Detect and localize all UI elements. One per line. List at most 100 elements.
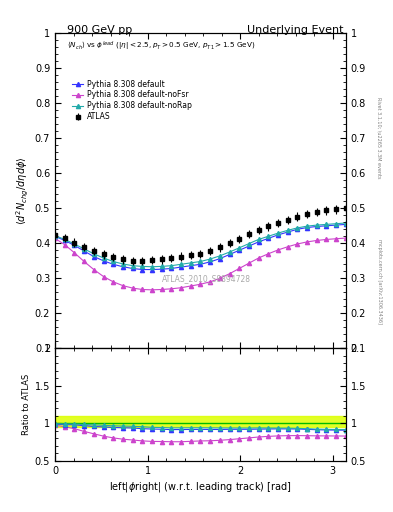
Text: ATLAS_2010_S8894728: ATLAS_2010_S8894728 [162,274,251,284]
Y-axis label: $\langle d^2 N_{chg}/d\eta d\phi \rangle$: $\langle d^2 N_{chg}/d\eta d\phi \rangle… [15,157,31,225]
Pythia 8.308 default-noFsr [256,255,261,261]
Pythia 8.308 default-noFsr [159,286,164,292]
Pythia 8.308 default [92,253,96,260]
Pythia 8.308 default [198,261,203,267]
Pythia 8.308 default-noFsr [62,242,67,248]
Pythia 8.308 default [227,251,232,258]
Pythia 8.308 default [266,236,271,242]
Pythia 8.308 default-noFsr [208,279,213,285]
Pythia 8.308 default-noRap [179,261,184,267]
Pythia 8.308 default [159,266,164,272]
Pythia 8.308 default [324,223,329,229]
Pythia 8.308 default-noRap [92,251,96,257]
Pythia 8.308 default-noFsr [227,271,232,277]
Text: mcplots.cern.ch [arXiv:1306.3436]: mcplots.cern.ch [arXiv:1306.3436] [377,239,382,324]
Pythia 8.308 default [179,264,184,270]
Pythia 8.308 default-noRap [159,263,164,269]
Pythia 8.308 default [275,232,280,238]
Pythia 8.308 default-noRap [62,237,67,243]
Pythia 8.308 default [111,261,116,267]
Legend: Pythia 8.308 default, Pythia 8.308 default-noFsr, Pythia 8.308 default-noRap, AT: Pythia 8.308 default, Pythia 8.308 defau… [70,78,193,123]
Pythia 8.308 default-noRap [121,261,125,267]
Pythia 8.308 default-noRap [188,260,193,266]
Pythia 8.308 default-noFsr [237,265,242,271]
Line: Pythia 8.308 default: Pythia 8.308 default [53,222,348,272]
Pythia 8.308 default [140,266,145,272]
Pythia 8.308 default [217,255,222,262]
Pythia 8.308 default [62,238,67,244]
Pythia 8.308 default-noFsr [295,241,300,247]
Pythia 8.308 default-noRap [285,227,290,233]
Pythia 8.308 default-noRap [237,245,242,251]
Pythia 8.308 default-noFsr [179,285,184,291]
Pythia 8.308 default-noRap [72,241,77,247]
Pythia 8.308 default [285,229,290,235]
Pythia 8.308 default [82,248,86,254]
Pythia 8.308 default [208,259,213,265]
Pythia 8.308 default-noRap [314,222,319,228]
Pythia 8.308 default-noRap [305,223,309,229]
Pythia 8.308 default-noFsr [334,236,338,242]
Pythia 8.308 default-noFsr [111,279,116,285]
Line: Pythia 8.308 default-noRap: Pythia 8.308 default-noRap [53,221,348,269]
Pythia 8.308 default-noFsr [130,285,135,291]
Pythia 8.308 default-noRap [334,221,338,227]
Pythia 8.308 default-noRap [82,246,86,252]
Pythia 8.308 default-noFsr [169,286,174,292]
Pythia 8.308 default-noRap [111,259,116,265]
Pythia 8.308 default-noRap [343,220,348,226]
Pythia 8.308 default-noFsr [275,247,280,253]
Pythia 8.308 default-noRap [130,263,135,269]
Pythia 8.308 default [295,226,300,232]
Pythia 8.308 default [256,239,261,245]
Pythia 8.308 default [246,243,251,249]
Pythia 8.308 default [130,265,135,271]
Pythia 8.308 default [343,221,348,227]
Pythia 8.308 default-noFsr [246,260,251,266]
Pythia 8.308 default-noRap [101,255,106,261]
Pythia 8.308 default-noFsr [324,237,329,243]
Text: 900 GeV pp: 900 GeV pp [67,25,132,35]
Pythia 8.308 default-noRap [198,259,203,265]
Pythia 8.308 default-noFsr [101,273,106,280]
Pythia 8.308 default-noFsr [343,235,348,241]
Pythia 8.308 default-noFsr [53,236,57,242]
Pythia 8.308 default-noFsr [92,266,96,272]
Y-axis label: Ratio to ATLAS: Ratio to ATLAS [22,374,31,435]
Pythia 8.308 default [305,224,309,230]
Pythia 8.308 default-noFsr [188,283,193,289]
Pythia 8.308 default-noFsr [82,259,86,265]
Text: $\langle N_{ch} \rangle$ vs $\phi^{lead}$ ($|\eta| < 2.5, p_T > 0.5$ GeV, $p_{T1: $\langle N_{ch} \rangle$ vs $\phi^{lead}… [67,39,255,53]
Pythia 8.308 default [150,266,154,272]
Pythia 8.308 default-noFsr [72,250,77,256]
Pythia 8.308 default-noFsr [217,275,222,282]
Pythia 8.308 default [121,264,125,270]
Text: Underlying Event: Underlying Event [247,25,344,35]
X-axis label: left|$\phi$right| (w.r.t. leading track) [rad]: left|$\phi$right| (w.r.t. leading track)… [109,480,292,494]
Pythia 8.308 default-noRap [140,263,145,269]
Pythia 8.308 default [237,247,242,253]
Pythia 8.308 default [72,242,77,248]
Pythia 8.308 default-noFsr [121,283,125,289]
Pythia 8.308 default-noRap [275,230,280,236]
Pythia 8.308 default-noFsr [198,281,203,287]
Pythia 8.308 default-noFsr [314,238,319,244]
Pythia 8.308 default-noRap [227,249,232,255]
Pythia 8.308 default [188,263,193,269]
Pythia 8.308 default-noRap [217,253,222,259]
Pythia 8.308 default [334,222,338,228]
Pythia 8.308 default [314,223,319,229]
Pythia 8.308 default-noRap [169,263,174,269]
Pythia 8.308 default-noFsr [305,239,309,245]
Pythia 8.308 default-noRap [324,221,329,227]
Pythia 8.308 default-noRap [53,232,57,239]
Pythia 8.308 default-noFsr [140,286,145,292]
Pythia 8.308 default-noFsr [150,287,154,293]
Pythia 8.308 default [169,265,174,271]
Pythia 8.308 default-noRap [256,237,261,243]
Pythia 8.308 default-noFsr [266,251,271,257]
Pythia 8.308 default-noRap [266,233,271,240]
Text: Rivet 3.1.10; \u2265 3.3M events: Rivet 3.1.10; \u2265 3.3M events [377,97,382,179]
Pythia 8.308 default-noFsr [285,244,290,250]
Pythia 8.308 default-noRap [246,241,251,247]
